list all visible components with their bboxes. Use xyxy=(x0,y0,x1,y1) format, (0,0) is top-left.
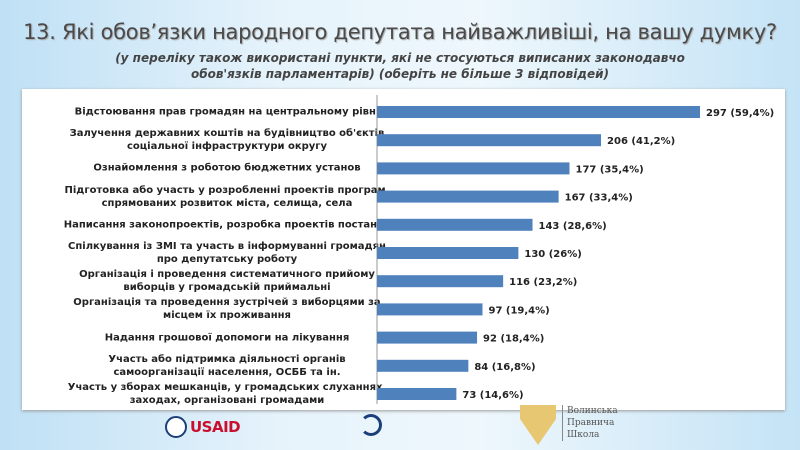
data-label: 297 (59,4%) xyxy=(706,108,774,119)
bar-chart: 297 (59,4%) 206 (41,2%) 177 (35,4%) 167 (33… xyxy=(376,95,774,404)
usaid-logo: USAID xyxy=(165,416,241,438)
data-label: 97 (19,4%) xyxy=(488,305,549,316)
bar xyxy=(377,190,559,203)
category-label: Участь або підтримка діяльності органів … xyxy=(108,353,346,378)
fund-logo-icon xyxy=(360,414,382,436)
data-label: 130 (26%) xyxy=(524,249,581,260)
category-label: Участь у зборах мешканців, у громадських… xyxy=(67,382,387,406)
category-label: Відстоювання прав громадян на центрально… xyxy=(74,106,380,118)
slide-title: 13. Які обов’язки народного депутата най… xyxy=(23,20,777,44)
data-label: 177 (35,4%) xyxy=(575,164,643,175)
bar xyxy=(377,275,504,288)
category-label: Залучення державних коштів на будівництв… xyxy=(69,128,385,153)
bar xyxy=(377,162,570,175)
bar xyxy=(377,388,457,400)
bar xyxy=(377,247,519,259)
data-label: 206 (41,2%) xyxy=(607,136,675,147)
category-label: Ознайомлення з роботою бюджетних установ xyxy=(93,162,361,174)
category-label: Надання грошової допомоги на лікування xyxy=(104,332,350,344)
subtitle-line-2: обов'язків парламентарів) (оберіть не бі… xyxy=(190,67,610,81)
volyn-law-school-logo: Волинська Правнича Школа xyxy=(520,405,618,445)
category-label: Організація та проведення зустрічей з ви… xyxy=(73,297,381,322)
data-label: 73 (14,6%) xyxy=(462,390,523,401)
school-name-2: Правнича xyxy=(567,418,615,428)
bar xyxy=(377,359,469,372)
data-label: 116 (23,2%) xyxy=(509,277,577,288)
bar xyxy=(377,331,478,344)
data-label: 92 (18,4%) xyxy=(483,334,544,345)
usaid-seal-icon xyxy=(165,416,187,438)
bar xyxy=(377,134,602,147)
bar xyxy=(377,106,700,118)
category-label: Написання законопроектів, розробка проек… xyxy=(63,219,391,231)
data-label: 143 (28,6%) xyxy=(539,221,607,232)
usaid-text: USAID xyxy=(190,418,241,436)
category-label: Спілкування із ЗМІ та участь в інформува… xyxy=(68,241,386,265)
data-label: 167 (33,4%) xyxy=(565,193,633,204)
chart-area: Відстоювання прав громадян на центрально… xyxy=(22,89,785,410)
school-name-1: Волинська xyxy=(567,406,618,416)
subtitle-line-1: (у переліку також використані пункти, як… xyxy=(115,51,685,65)
category-label: Підготовка або участь у розробленні прое… xyxy=(64,184,390,209)
bar xyxy=(377,218,533,231)
school-emblem-icon xyxy=(520,405,556,445)
data-label: 84 (16,8%) xyxy=(474,362,535,373)
category-label: Організація і проведення систематичного … xyxy=(79,269,375,294)
school-name-3: Школа xyxy=(567,430,600,440)
bar xyxy=(377,303,483,316)
